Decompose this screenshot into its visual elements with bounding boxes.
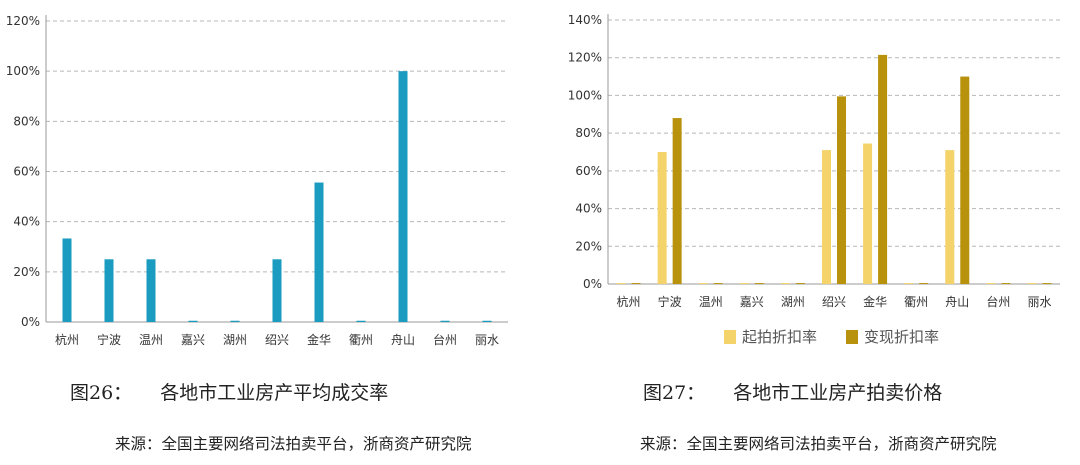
legend-swatch xyxy=(846,330,858,344)
chart-26-caption: 图26： 各地市工业房产平均成交率 xyxy=(70,378,388,405)
bar xyxy=(754,283,764,284)
bar xyxy=(62,238,72,322)
x-tick-label: 台州 xyxy=(986,294,1010,309)
y-tick-label: 20% xyxy=(13,265,40,279)
bar xyxy=(230,320,240,322)
bar xyxy=(795,283,805,284)
bar xyxy=(672,118,682,284)
bar xyxy=(698,283,708,284)
y-tick-label: 100% xyxy=(568,88,602,102)
chart-27-caption: 图27： 各地市工业房产拍卖价格 xyxy=(643,378,942,405)
y-tick-label: 60% xyxy=(575,164,602,178)
bar xyxy=(837,96,846,284)
chart-26-caption-text: 各地市工业房产平均成交率 xyxy=(160,382,389,404)
bar xyxy=(1027,283,1037,284)
legend-label: 起拍折扣率 xyxy=(742,328,817,346)
x-tick-label: 丽水 xyxy=(1027,295,1051,309)
bar xyxy=(945,150,955,284)
bar xyxy=(272,259,282,322)
x-tick-label: 宁波 xyxy=(97,332,121,347)
bar xyxy=(878,54,888,285)
chart-26-caption-number: 图26： xyxy=(70,382,133,404)
chart-26: 0% 20% 40% 60% 80% 100% 120% 杭州 宁波 温州 嘉兴 湖州 绍兴 金华 衢州 舟山… xyxy=(6,14,508,347)
x-tick-label: 绍兴 xyxy=(265,333,289,347)
x-tick-label: 衢州 xyxy=(349,333,373,347)
x-tick-label: 绍兴 xyxy=(822,295,846,309)
bar xyxy=(904,283,914,284)
y-tick-label: 100% xyxy=(6,64,40,78)
bar xyxy=(1042,283,1052,284)
bar xyxy=(863,143,873,284)
x-tick-label: 金华 xyxy=(863,294,887,309)
x-tick-label: 温州 xyxy=(699,295,723,309)
y-tick-label: 0% xyxy=(21,315,40,329)
y-tick-label: 120% xyxy=(6,14,40,28)
x-tick-label: 舟山 xyxy=(391,333,415,347)
bar xyxy=(986,283,996,284)
chart-27: 0% 20% 40% 60% 80% 100% 120% 140% 杭州 宁波 温州 嘉兴 湖州 绍兴 金华… xyxy=(568,13,1060,346)
bar xyxy=(822,150,831,284)
x-tick-label: 嘉兴 xyxy=(181,333,205,347)
bar xyxy=(919,283,929,284)
y-tick-label: 40% xyxy=(13,215,40,229)
chart-27-caption-number: 图27： xyxy=(643,382,706,404)
bar xyxy=(398,71,408,323)
x-tick-label: 杭州 xyxy=(617,294,641,309)
bar xyxy=(188,320,198,322)
y-tick-label: 140% xyxy=(568,13,602,27)
bar xyxy=(482,320,492,322)
y-tick-label: 80% xyxy=(575,126,602,140)
y-tick-label: 40% xyxy=(575,202,602,216)
bar xyxy=(739,283,749,284)
bar xyxy=(356,320,366,322)
x-tick-label: 金华 xyxy=(307,332,331,347)
y-tick-label: 20% xyxy=(575,239,602,253)
bar xyxy=(631,283,641,284)
x-tick-label: 丽水 xyxy=(475,333,499,347)
x-tick-label: 嘉兴 xyxy=(740,295,764,309)
y-tick-label: 0% xyxy=(583,277,602,291)
chart-27-source: 来源：全国主要网络司法拍卖平台，浙商资产研究院 xyxy=(640,435,997,453)
chart-26-source: 来源：全国主要网络司法拍卖平台，浙商资产研究院 xyxy=(115,435,472,453)
bar xyxy=(713,283,723,284)
x-tick-label: 衢州 xyxy=(904,295,928,309)
bar xyxy=(1001,283,1011,284)
x-tick-label: 湖州 xyxy=(223,332,247,347)
bar xyxy=(616,283,626,284)
x-tick-label: 温州 xyxy=(139,333,163,347)
x-tick-label: 舟山 xyxy=(945,295,969,309)
x-tick-label: 台州 xyxy=(433,332,457,347)
x-tick-label: 宁波 xyxy=(658,294,682,309)
bar xyxy=(780,283,790,284)
x-tick-label: 杭州 xyxy=(55,332,79,347)
legend-swatch xyxy=(724,330,736,344)
y-tick-label: 120% xyxy=(568,51,602,65)
bar xyxy=(657,152,667,284)
bar xyxy=(104,259,114,322)
legend-label: 变现折扣率 xyxy=(864,328,939,346)
chart-27-caption-text: 各地市工业房产拍卖价格 xyxy=(733,382,943,404)
bar xyxy=(146,259,156,322)
y-tick-label: 80% xyxy=(13,114,40,128)
bar xyxy=(314,182,324,322)
bar xyxy=(440,320,450,322)
x-tick-label: 湖州 xyxy=(781,294,805,309)
bar xyxy=(960,76,970,284)
y-tick-label: 60% xyxy=(13,165,40,179)
